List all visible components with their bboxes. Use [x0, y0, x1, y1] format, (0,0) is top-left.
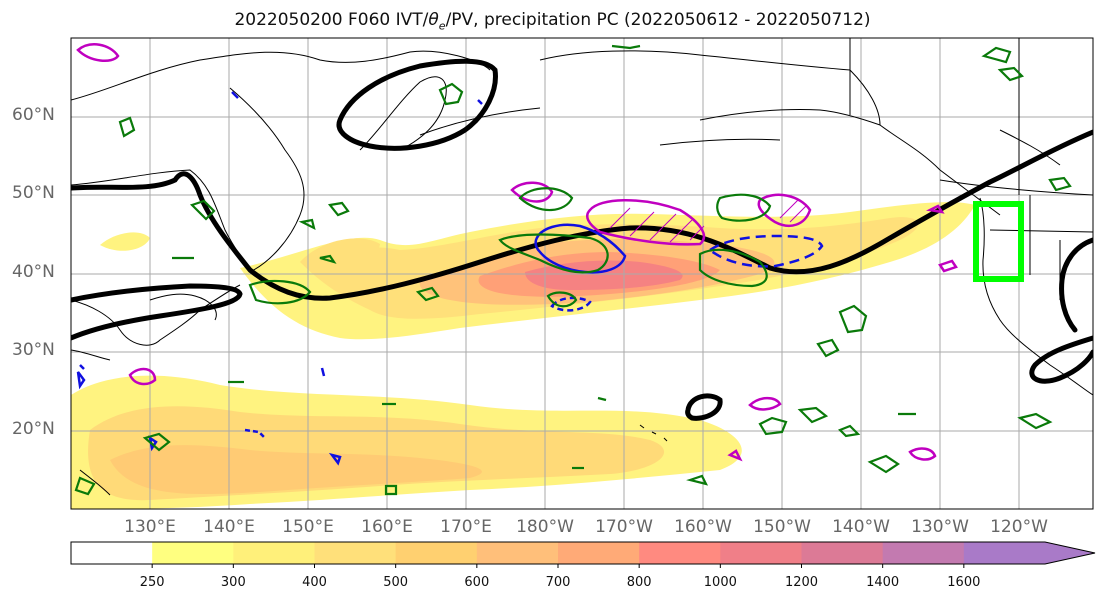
ivt-tropical-inner [110, 445, 482, 495]
ivt-japan-blob [100, 232, 150, 251]
lon-label: 130°W [911, 517, 969, 537]
lat-label: 30°N [12, 340, 55, 360]
colorbar-tick-label: 1400 [866, 575, 900, 590]
lon-label: 160°E [361, 517, 413, 537]
lat-label: 50°N [12, 183, 55, 203]
lon-label: 170°E [440, 517, 492, 537]
pv-hatch [609, 199, 807, 243]
lon-label: 120°W [990, 517, 1048, 537]
colorbar-tick-label: 800 [626, 575, 652, 590]
lon-label: 140°E [203, 517, 255, 537]
target-region-box [973, 201, 1024, 282]
colorbar-tick-label: 300 [220, 575, 246, 590]
colorbar-tick-label: 600 [464, 575, 490, 590]
colorbar-tick-label: 700 [545, 575, 571, 590]
lon-label: 160°W [674, 517, 732, 537]
pv-magenta-contours [76, 43, 958, 462]
lon-label: 180°W [516, 517, 574, 537]
plot-frame [70, 37, 1094, 510]
lat-label: 60°N [12, 105, 55, 125]
colorbar-tick-label: 1200 [784, 575, 819, 590]
lon-label: 170°W [595, 517, 653, 537]
colorbar-tick-label: 250 [139, 575, 165, 590]
lon-label: 130°E [124, 517, 176, 537]
lon-label: 150°W [753, 517, 811, 537]
lon-label: 150°E [282, 517, 334, 537]
precip-pc-contours [74, 44, 1072, 496]
ivt-sea-blob [300, 238, 380, 268]
theta-e-contours [71, 58, 1093, 421]
colorbar-tick-label: 500 [383, 575, 409, 590]
lat-label: 20°N [12, 419, 55, 439]
lat-label: 40°N [12, 262, 55, 282]
lat-lon-grid [71, 38, 1093, 509]
lon-label: 140°W [832, 517, 890, 537]
map-title: 2022050200 F060 IVT/θe/PV, precipitation… [234, 10, 871, 33]
colorbar-tick-label: 1000 [703, 575, 737, 590]
colorbar-tick-label: 1600 [947, 575, 981, 590]
colorbar-tick-label: 400 [302, 575, 327, 590]
